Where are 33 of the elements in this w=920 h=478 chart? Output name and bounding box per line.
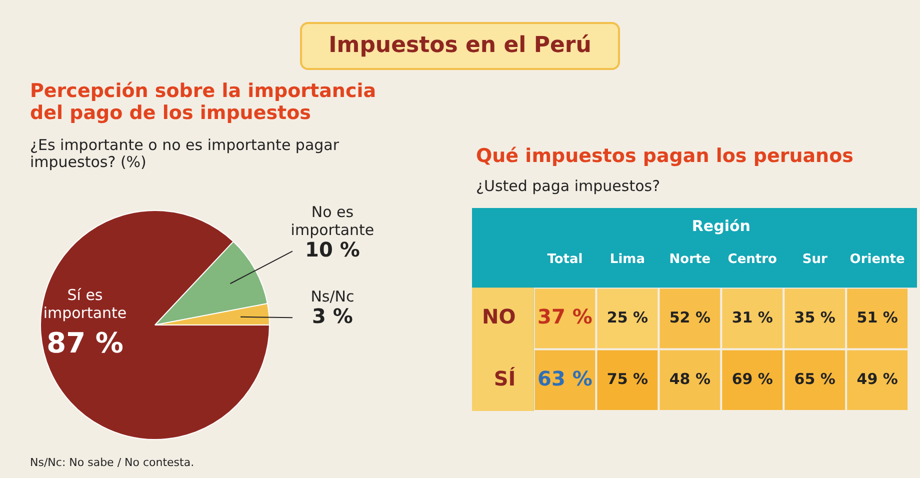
x-tick-label: Total xyxy=(547,252,583,268)
text: Impuestos en el Perú xyxy=(300,22,620,70)
data-label: 37 % xyxy=(538,304,592,329)
data-label: 35 % xyxy=(794,308,836,326)
data-label: 25 % xyxy=(606,308,648,326)
x-tick-label: Lima xyxy=(610,252,645,268)
slice-label: Sí es importante xyxy=(43,286,127,322)
chart-title: Qué impuestos pagan los peruanos xyxy=(476,145,854,167)
x-tick-label: Sur xyxy=(802,252,828,268)
text: Ns/Nc: No sabe / No contesta. xyxy=(30,456,194,469)
data-label: 49 % xyxy=(856,370,898,388)
data-label: 3 % xyxy=(312,304,353,328)
x-tick-label: Norte xyxy=(669,252,711,268)
data-label: 51 % xyxy=(856,308,898,326)
slice-label: No es importante xyxy=(290,203,374,240)
data-label: 69 % xyxy=(732,370,773,388)
data-label: 48 % xyxy=(669,370,710,388)
chart-title: Percepción sobre la importancia del pago de los impuestos xyxy=(30,80,378,124)
slice-label: Ns/Nc xyxy=(310,288,354,306)
data-label: 75 % xyxy=(606,370,648,388)
data-label: 10 % xyxy=(305,237,360,262)
data-label: 87 % xyxy=(46,326,124,360)
data-label: 52 % xyxy=(669,308,710,326)
y-tick-label: NO xyxy=(482,304,516,329)
data-label: 63 % xyxy=(538,366,592,390)
x-tick-label: Oriente xyxy=(850,252,906,268)
x-tick-label: Centro xyxy=(728,252,778,268)
chart-subtitle: ¿Usted paga impuestos? xyxy=(476,177,662,195)
y-tick-label: SÍ xyxy=(494,366,516,390)
data-label: 65 % xyxy=(794,370,836,388)
chart-subtitle: ¿Es importante o no es importante pagar impuestos? (%) xyxy=(30,136,340,171)
data-label: 31 % xyxy=(732,308,773,326)
x-axis-title: Región xyxy=(692,216,750,235)
